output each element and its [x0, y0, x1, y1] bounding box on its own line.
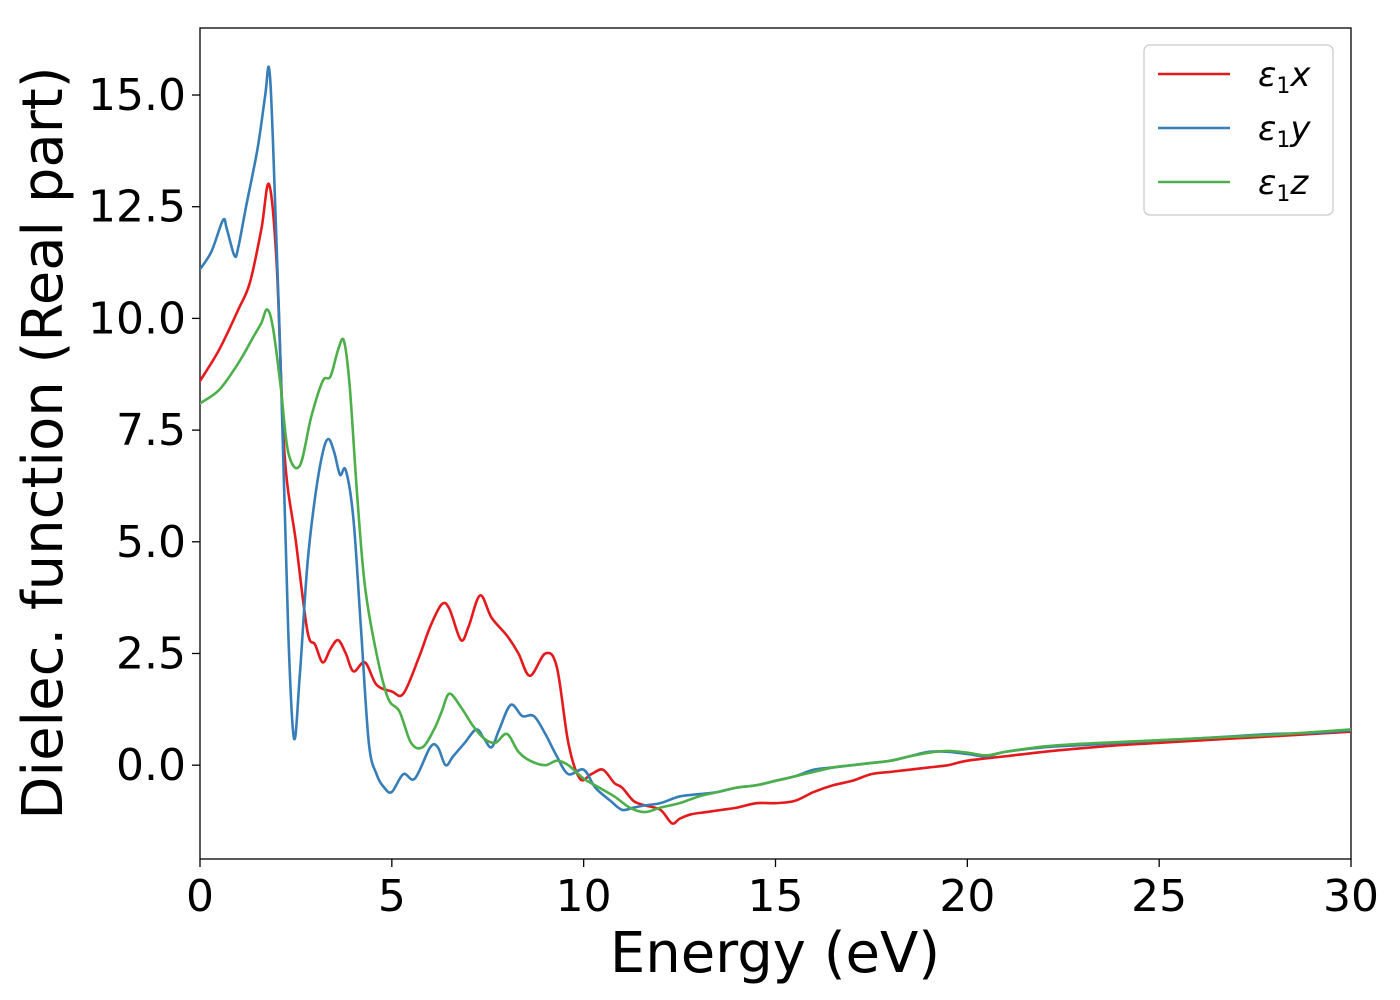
x-tick-label: 5	[378, 871, 406, 922]
legend: ε1x ε1y ε1z	[1143, 44, 1334, 216]
series-line-x	[200, 182, 1351, 825]
x-tick-label: 0	[186, 871, 214, 922]
y-tick-label: 0.0	[116, 740, 186, 791]
y-tick-label: 15.0	[88, 70, 186, 121]
series-line-z	[200, 308, 1351, 814]
legend-frame	[1143, 44, 1334, 216]
x-tick-label: 10	[556, 871, 612, 922]
x-tick-label: 20	[939, 871, 995, 922]
legend-entries: ε1x ε1y ε1z	[1158, 55, 1311, 207]
x-axis: 0 5 10 15 20 25 30	[186, 859, 1379, 922]
x-tick-label: 25	[1131, 871, 1187, 922]
y-axis-label: Dielec. function (Real part)	[11, 66, 76, 819]
y-tick-label: 5.0	[116, 517, 186, 568]
y-tick-label: 2.5	[116, 628, 186, 679]
y-tick-label: 7.5	[116, 405, 186, 456]
x-axis-label: Energy (eV)	[610, 921, 940, 986]
y-axis: 0.0 2.5 5.0 7.5 10.0 12.5 15.0	[88, 70, 200, 791]
y-tick-label: 12.5	[88, 182, 186, 233]
legend-label-y: ε1y	[1258, 109, 1311, 153]
y-tick-label: 10.0	[88, 293, 186, 344]
legend-label-z: ε1z	[1258, 163, 1309, 207]
legend-label-x: ε1x	[1258, 55, 1311, 99]
x-tick-label: 15	[748, 871, 804, 922]
series-layer	[200, 65, 1351, 825]
x-tick-label: 30	[1323, 871, 1379, 922]
